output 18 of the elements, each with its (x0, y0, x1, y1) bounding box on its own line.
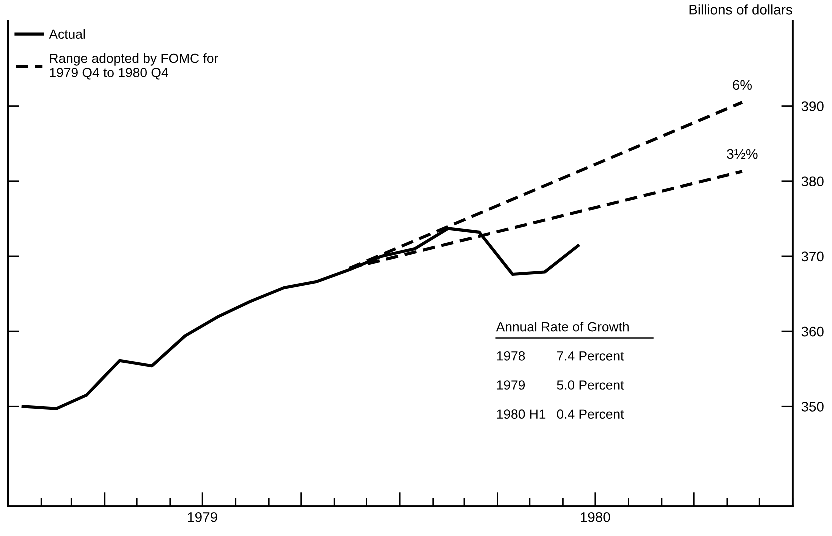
y2-tick-label: 370 (802, 252, 824, 262)
annotation: 1978 (497, 351, 526, 361)
y2-tick-label: 390 (802, 102, 824, 112)
annotation: Annual Rate of Growth (496, 322, 629, 332)
y2-tick-label: 380 (802, 176, 824, 187)
annotation: 7.4 Percent (557, 352, 624, 361)
annotation: 0.4 Percent (557, 410, 624, 420)
y2-tick-label: 360 (802, 326, 824, 337)
annotation: 1980 H1 (497, 410, 546, 420)
y2-tick-label: 350 (802, 402, 824, 412)
annotation: 5.0 Percent (557, 380, 624, 390)
x-tick-label: 1980 (581, 512, 610, 522)
y2-axis-title: Billions of dollars (690, 4, 792, 15)
annotation: 1979 (497, 380, 526, 390)
legend-label: Actual (49, 29, 86, 40)
annotation: 3½% (727, 149, 758, 160)
legend-label: Range adopted by FOMC for 1979 Q4 to 1980 Q4 (50, 54, 218, 80)
annotation: 6% (733, 80, 752, 90)
